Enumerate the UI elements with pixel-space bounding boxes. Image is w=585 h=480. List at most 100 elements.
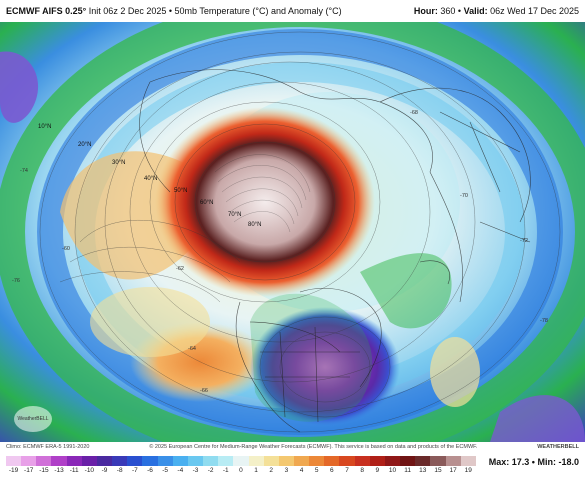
climo-text: Climo: ECMWF ERA-5 1991-2020 [6, 444, 90, 450]
temperature-contours [39, 31, 561, 433]
color-scale-cell [112, 456, 128, 466]
product-name: 50mb Temperature (°C) and Anomaly (°C) [174, 6, 342, 16]
min-label: Min: [537, 457, 556, 467]
color-scale-cell [66, 456, 82, 466]
color-scale-tick: 9 [375, 467, 380, 474]
color-scale-tick: 13 [419, 467, 427, 474]
color-scale-cell [400, 456, 416, 466]
color-scale-cell [369, 456, 385, 466]
color-scale-tick: 2 [269, 467, 274, 474]
color-scale-cell [21, 456, 37, 466]
contour-label: -66 [200, 388, 208, 394]
title-right: Hour: 360 • Valid: 06z Wed 17 Dec 2025 [413, 6, 579, 16]
contour-labels: -60 -62 -64 -66 -68 -70 -72 -74 -76 -78 [12, 110, 548, 394]
lat-label: 70°N [228, 212, 241, 218]
valid-label: Valid: [463, 6, 488, 16]
color-scale-cell [172, 456, 188, 466]
color-scale-tick: 4 [299, 467, 304, 474]
max-value: 17.3 [511, 457, 530, 467]
contour-label: -68 [410, 110, 418, 116]
lat-label: 80°N [248, 222, 261, 228]
color-scale-cell [142, 456, 158, 466]
color-scale-cell [233, 456, 249, 466]
color-scale-tick: 7 [345, 467, 349, 474]
color-scale-cell [445, 456, 461, 466]
color-scale-tick: 15 [434, 467, 442, 474]
color-scale-cell [81, 456, 97, 466]
lat-label: 20°N [78, 142, 91, 148]
color-scale-tick: 3 [284, 467, 289, 474]
map-header: ECMWF AIFS 0.25° Init 06z 2 Dec 2025 • 5… [0, 0, 585, 22]
color-scale-ticks: -19 -17 -15 -13 -11 -10 -9 -8 -7 -6 -5 -4 -3 -2 -1 0 1 2 3… [6, 467, 476, 474]
color-scale-tick: -1 [222, 467, 229, 474]
color-scale-cell [339, 456, 355, 466]
color-scale-tick: -9 [101, 467, 108, 474]
color-scale-tick: -11 [69, 467, 79, 474]
color-scale-tick: -17 [24, 467, 34, 474]
color-scale [6, 456, 476, 466]
hour-value: 360 [440, 6, 456, 16]
color-scale-cell [6, 456, 22, 466]
color-scale-tick: -7 [131, 467, 138, 474]
map-footer: Climo: ECMWF ERA-5 1991-2020 © 2025 Euro… [0, 442, 585, 480]
color-scale-cell [415, 456, 431, 466]
color-scale-tick: -5 [162, 467, 169, 474]
stats-separator: • [531, 457, 535, 467]
color-scale-cell [384, 456, 401, 466]
color-scale-tick: -2 [207, 467, 214, 474]
contour-label: -78 [540, 318, 548, 324]
latitude-labels: 10°N 20°N 30°N 40°N 50°N 60°N 70°N 80°N [38, 124, 261, 228]
color-scale-cell [309, 456, 325, 466]
color-scale-tick: -10 [84, 467, 95, 474]
color-scale-cell [354, 456, 370, 466]
valid-value: 06z Wed 17 Dec 2025 [490, 6, 579, 16]
title-separator: • [168, 6, 173, 16]
color-scale-tick: -3 [192, 467, 199, 474]
max-min-stats: Max: 17.3 • Min: -18.0 [489, 457, 579, 467]
lat-label: 10°N [38, 124, 51, 130]
color-scale-cell [324, 456, 340, 466]
color-scale-cell [51, 456, 67, 466]
color-scale-tick: 1 [254, 467, 258, 474]
max-label: Max: [488, 457, 510, 467]
contour-label: -62 [176, 266, 184, 272]
title-left: ECMWF AIFS 0.25° Init 06z 2 Dec 2025 • 5… [6, 6, 342, 16]
init-time: Init 06z 2 Dec 2025 [88, 6, 167, 16]
color-scale-tick: -15 [39, 467, 49, 474]
color-scale-cell [248, 456, 264, 466]
color-scale-tick: 17 [449, 467, 457, 474]
lat-label: 50°N [174, 188, 187, 194]
color-scale-cell [96, 456, 113, 466]
lat-label: 40°N [144, 176, 157, 182]
color-scale-cell [278, 456, 294, 466]
weatherbell-logo: WeatherBELL [14, 406, 52, 432]
color-scale-cell [218, 456, 234, 466]
min-value: -18.0 [558, 457, 579, 467]
color-scale-cell [263, 456, 279, 466]
lat-label: 30°N [112, 160, 125, 166]
color-scale-tick: -13 [54, 467, 64, 474]
lat-label: 60°N [200, 200, 213, 206]
color-scale-tick: -8 [116, 467, 123, 474]
color-scale-tick: 6 [330, 467, 334, 474]
hour-label: Hour: [413, 6, 438, 16]
color-scale-tick: 11 [404, 467, 412, 474]
contour-label: -70 [460, 193, 468, 199]
color-scale-cell [187, 456, 204, 466]
contour-label: -76 [12, 278, 20, 284]
coastlines [139, 69, 531, 433]
color-scale-cell [203, 456, 219, 466]
color-scale-tick: 19 [464, 467, 472, 474]
color-scale-cell [293, 456, 310, 466]
color-scale-tick: 0 [239, 467, 243, 474]
map-svg: 10°N 20°N 30°N 40°N 50°N 60°N 70°N 80°N … [0, 22, 585, 442]
color-scale-tick: 10 [388, 467, 397, 474]
contour-label: -74 [20, 168, 28, 174]
credits: Climo: ECMWF ERA-5 1991-2020 © 2025 Euro… [6, 444, 579, 450]
weather-map: 10°N 20°N 30°N 40°N 50°N 60°N 70°N 80°N … [0, 22, 585, 442]
contour-label: -60 [62, 246, 70, 252]
color-scale-cell [157, 456, 173, 466]
color-scale-tick: -19 [8, 467, 19, 474]
copyright-text: © 2025 European Centre for Medium-Range … [149, 444, 478, 450]
color-scale-tick: 5 [314, 467, 319, 474]
